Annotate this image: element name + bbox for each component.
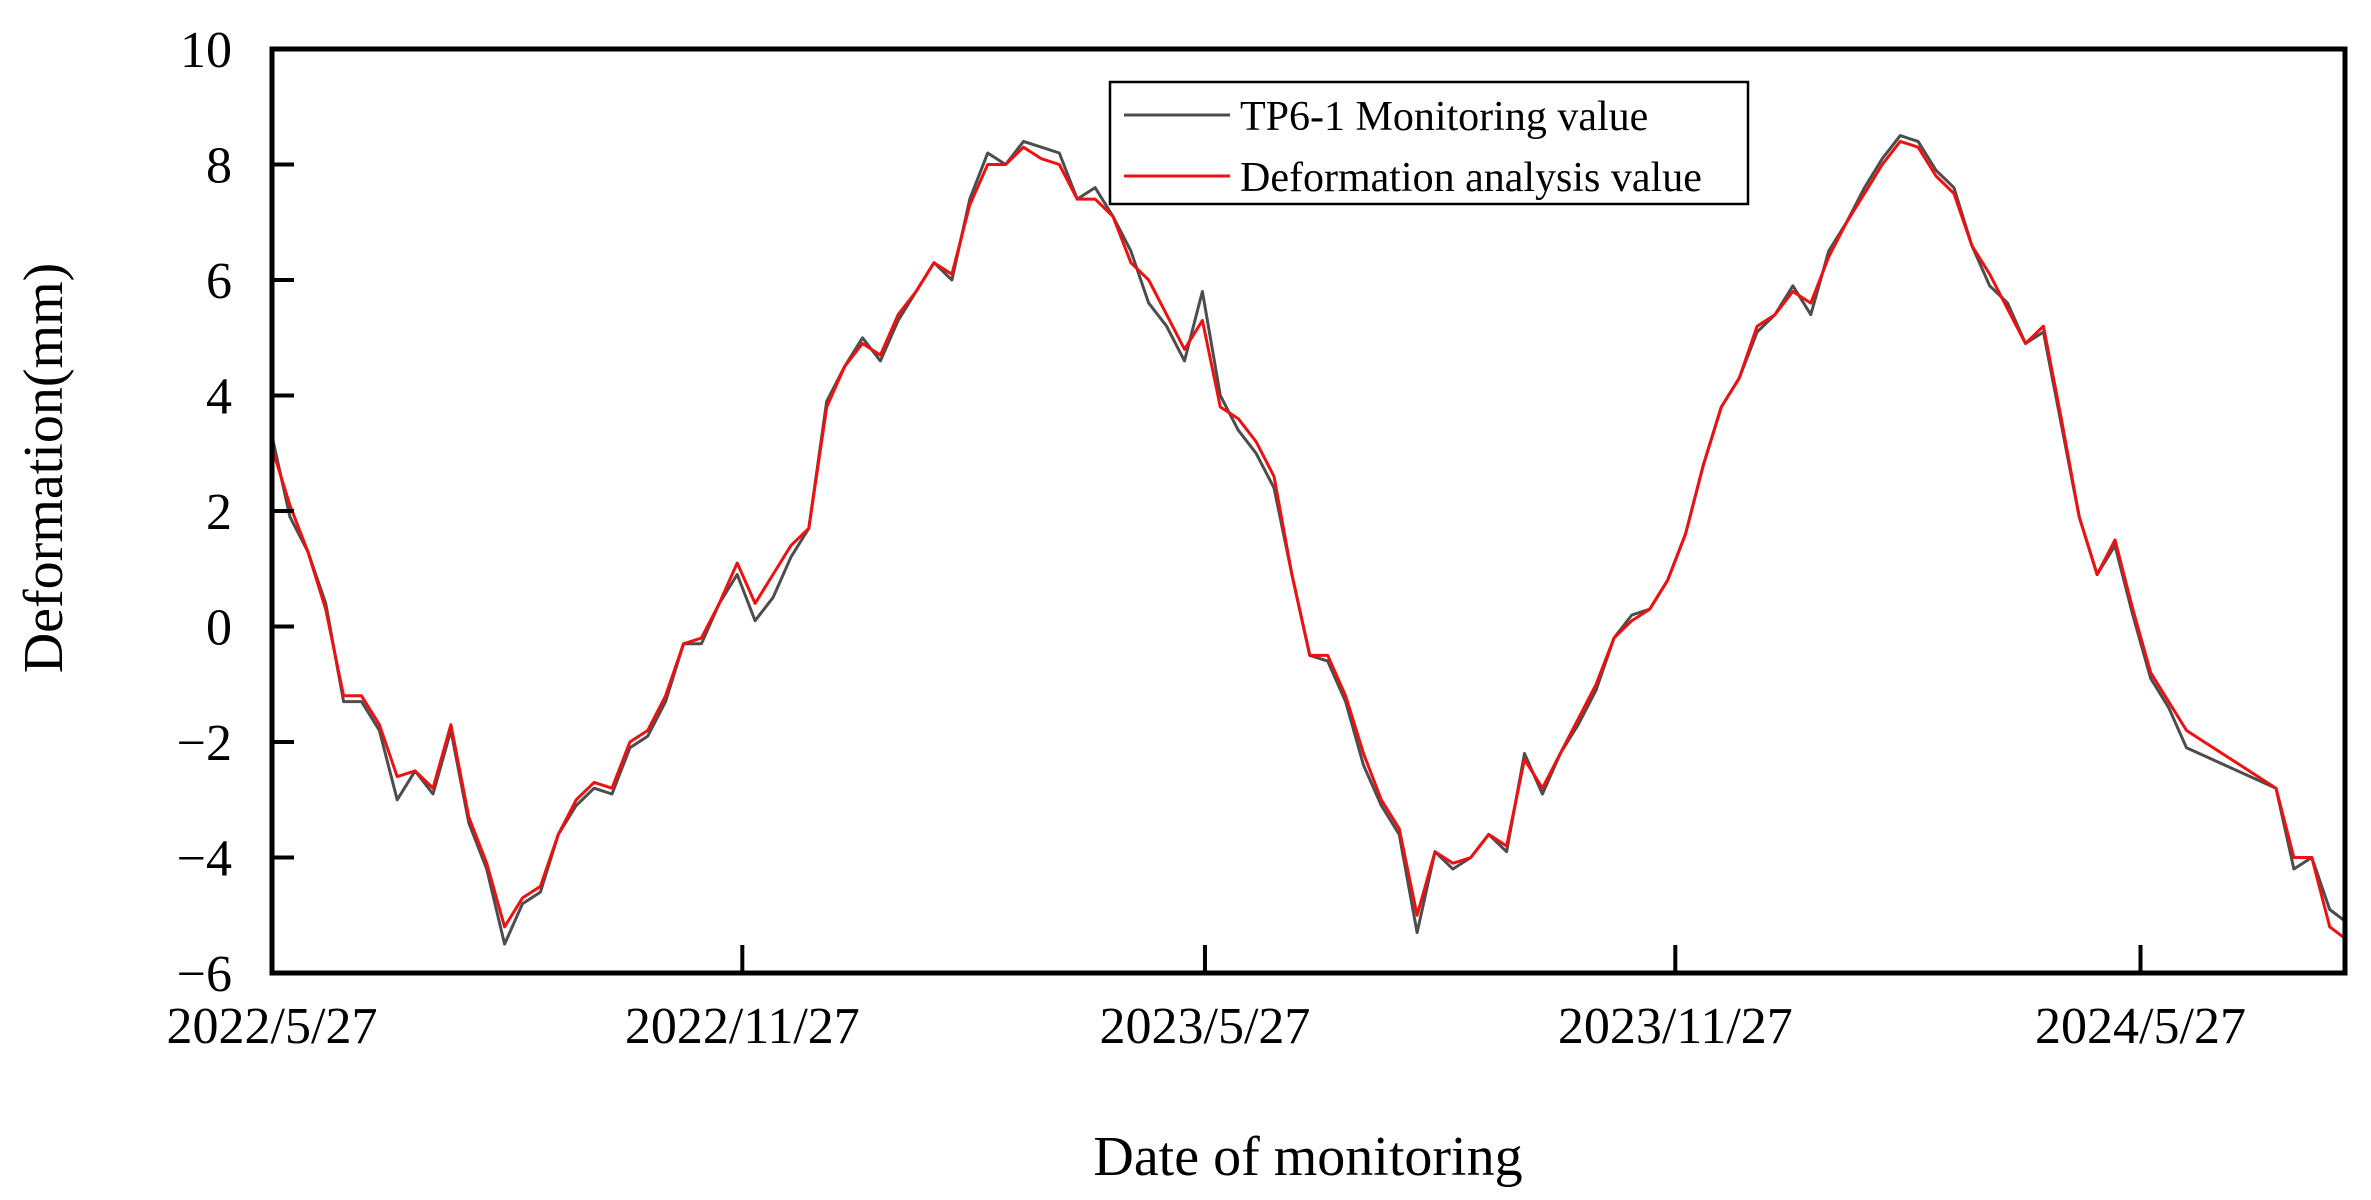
x-tick-label: 2023/11/27 (1558, 998, 1793, 1055)
x-axis-ticks: 2022/5/27 2022/11/27 2023/5/27 2023/11/27 20… (167, 945, 2246, 1055)
y-axis-title: Deformation(mm) (13, 263, 75, 674)
y-tick-label: 4 (206, 369, 232, 426)
y-axis-ticks: −6 −4 −2 0 2 4 6 8 10 (177, 22, 294, 1003)
y-tick-label: −2 (177, 715, 232, 772)
x-tick-label: 2022/11/27 (625, 998, 860, 1055)
y-tick-label: 10 (180, 22, 232, 79)
x-tick-label: 2022/5/27 (167, 998, 378, 1055)
y-tick-label: −4 (177, 831, 232, 888)
x-tick-label: 2024/5/27 (2035, 998, 2246, 1055)
y-tick-label: 8 (206, 138, 232, 195)
y-tick-label: 2 (206, 484, 232, 541)
y-tick-label: 0 (206, 600, 232, 657)
legend-box (1108, 80, 1750, 206)
series-line-monitoring (270, 134, 2346, 946)
series-line-analysis (270, 139, 2346, 940)
x-tick-label: 2023/5/27 (1100, 998, 1311, 1055)
y-tick-label: −6 (177, 946, 232, 1003)
legend: TP6-1 Monitoring value Deformation analy… (1108, 80, 1750, 206)
legend-label-analysis: Deformation analysis value (1240, 155, 1702, 201)
series-layer (270, 134, 2346, 946)
y-tick-label: 6 (206, 253, 232, 310)
legend-label-monitoring: TP6-1 Monitoring value (1240, 94, 1648, 140)
x-axis-title: Date of monitoring (1093, 1126, 1522, 1188)
